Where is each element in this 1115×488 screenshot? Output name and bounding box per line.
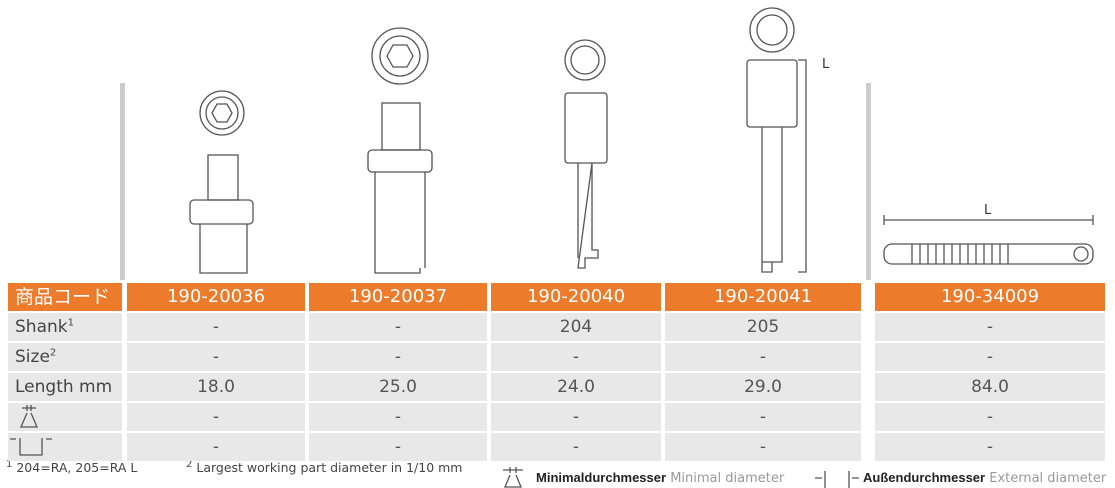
legend-en: Minimal diameter — [670, 471, 785, 486]
legend-item: Außendurchmesser External diameter — [863, 470, 1106, 486]
row-label: Size2 — [8, 343, 122, 371]
table-cell: - — [665, 403, 861, 431]
tool-190-20041 — [746, 7, 807, 273]
table-cell: - — [309, 343, 487, 371]
row-label: Length mm — [8, 373, 122, 401]
legend-de: Minimaldurchmesser — [536, 470, 667, 485]
header-code: 190-20037 — [309, 283, 487, 311]
legend-en: External diameter — [989, 471, 1107, 486]
table-cell: - — [491, 403, 661, 431]
row-label — [8, 433, 122, 461]
row-label-sup: 1 — [67, 317, 74, 329]
table-cell: 204 — [491, 313, 661, 341]
ext-diameter-icon — [10, 438, 52, 456]
footnote-text: Largest working part diameter in 1/10 mm — [196, 460, 463, 475]
row-label-text: Shank — [15, 317, 68, 337]
dimension-label: L — [984, 203, 992, 218]
footnote-mark: 1 — [6, 458, 13, 470]
table-cell: - — [491, 433, 661, 461]
separator — [866, 83, 871, 280]
header-code: 190-34009 — [875, 283, 1105, 311]
table-cell: - — [309, 433, 487, 461]
table-cell: - — [127, 313, 305, 341]
table-cell: 29.0 — [665, 373, 861, 401]
tool-190-34009 — [883, 215, 1094, 265]
table-cell: 24.0 — [491, 373, 661, 401]
table-cell: - — [127, 343, 305, 371]
table-cell: 25.0 — [309, 373, 487, 401]
header-code: 190-20040 — [491, 283, 661, 311]
footnote-mark: 2 — [186, 458, 193, 470]
dimension-label: L — [822, 57, 830, 72]
row-label: Shank1 — [8, 313, 122, 341]
table-cell: - — [309, 403, 487, 431]
row-label-text: Length mm — [15, 377, 113, 397]
tool-190-20037 — [367, 27, 433, 274]
table-cell: - — [665, 433, 861, 461]
table-cell: 84.0 — [875, 373, 1105, 401]
table-cell: - — [309, 313, 487, 341]
table-cell: - — [875, 403, 1105, 431]
table-cell: - — [875, 433, 1105, 461]
tool-190-20036 — [189, 90, 254, 274]
tool-190-20040 — [564, 39, 608, 269]
table-cell: 205 — [665, 313, 861, 341]
table-cell: - — [127, 403, 305, 431]
footnote: 1 204=RA, 205=RA L — [6, 458, 138, 475]
header-label: 商品コード — [8, 283, 122, 311]
table-cell: - — [875, 313, 1105, 341]
footnote: 2 Largest working part diameter in 1/10 … — [186, 458, 463, 475]
row-label-text: Size — [15, 347, 50, 367]
table-cell: - — [127, 433, 305, 461]
header-code: 190-20041 — [665, 283, 861, 311]
separator — [120, 83, 125, 280]
row-label-sup: 2 — [49, 347, 57, 359]
legend-icon — [503, 467, 859, 488]
footnote-text: 204=RA, 205=RA L — [16, 460, 138, 475]
table-cell: - — [665, 343, 861, 371]
legend-item: Minimaldurchmesser Minimal diameter — [536, 470, 784, 486]
min-diameter-icon — [20, 405, 38, 428]
table-cell: 18.0 — [127, 373, 305, 401]
table-cell: - — [875, 343, 1105, 371]
legend-de: Außendurchmesser — [863, 470, 986, 485]
header-code: 190-20036 — [127, 283, 305, 311]
table-cell: - — [491, 343, 661, 371]
